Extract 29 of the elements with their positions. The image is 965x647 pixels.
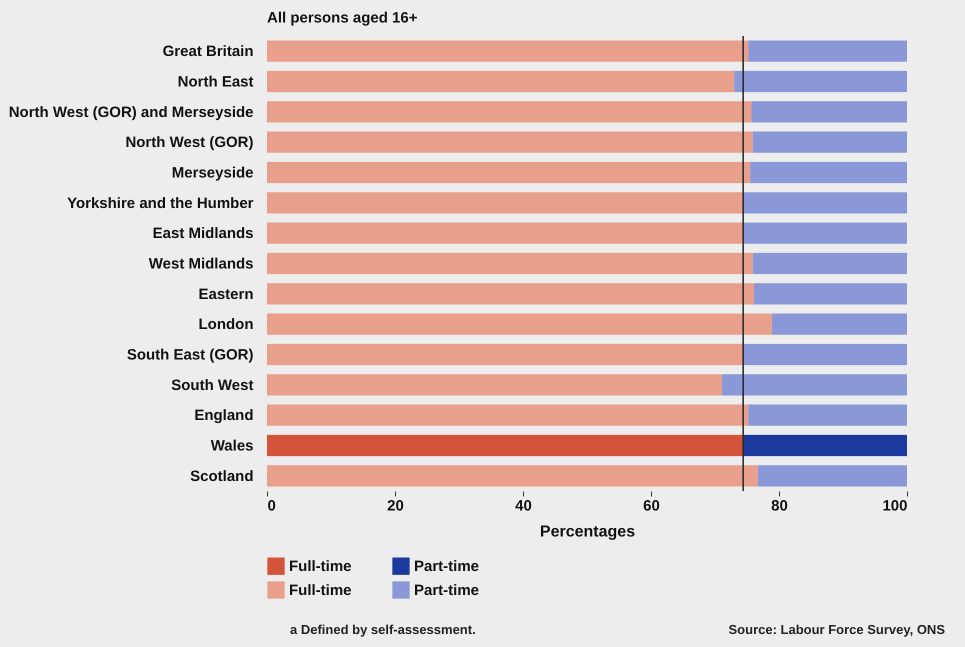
text: a Defined by self-assessment. [290, 622, 476, 637]
legend-label: Part-time [414, 582, 480, 599]
legend-label: Full-time [289, 558, 352, 576]
y-tick-label: South West [171, 376, 254, 394]
y-tick-label: West Midlands [148, 256, 254, 272]
y-tick-label: North West (GOR) and Merseyside [8, 104, 254, 121]
chart-title: All persons aged 16+ [267, 9, 418, 26]
x-tick-label: 100 [882, 498, 908, 514]
legend-label: Part-time [414, 558, 480, 576]
y-tick-label: England [194, 407, 254, 424]
y-tick-label: Wales [210, 438, 254, 454]
y-tick-label: Eastern [198, 286, 254, 303]
source-note: Source: Labour Force Survey, ONS [728, 622, 945, 637]
y-tick-label: London [198, 316, 254, 334]
y-tick-label: North West (GOR) [125, 134, 254, 152]
y-tick-label: North East [178, 74, 254, 90]
y-tick-label: Merseyside [172, 164, 254, 182]
x-tick-label: 0 [268, 498, 276, 514]
y-tick-label: South East (GOR) [126, 346, 254, 364]
y-tick-label: Great Britain [162, 43, 254, 60]
x-axis-title: Percentages [540, 524, 636, 540]
x-tick-label: 80 [771, 498, 788, 514]
y-tick-label: East Midlands [152, 225, 254, 242]
x-tick-label: 60 [643, 498, 660, 514]
legend-label: Full-time [289, 582, 352, 599]
y-tick-label: Yorkshire and the Humber [67, 194, 254, 212]
x-tick-label: 40 [515, 498, 532, 514]
x-tick-label: 20 [387, 498, 404, 514]
y-tick-label: Scotland [190, 468, 254, 485]
